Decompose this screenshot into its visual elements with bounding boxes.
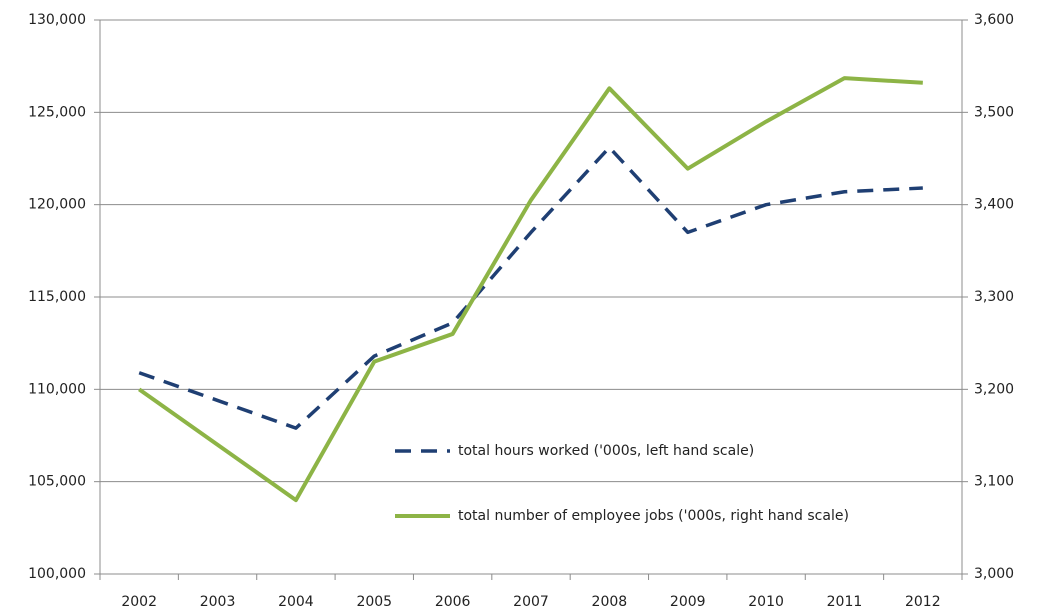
y-tick-label: 125,000	[28, 104, 86, 120]
x-tick-label: 2011	[827, 594, 863, 610]
y-tick-label: 100,000	[28, 566, 86, 582]
y2-tick-label: 3,000	[974, 566, 1014, 582]
y-tick-label: 110,000	[28, 381, 86, 397]
x-tick-label: 2006	[435, 594, 471, 610]
x-tick-label: 2008	[592, 594, 628, 610]
x-tick-label: 2010	[748, 594, 784, 610]
x-tick-label: 2003	[200, 594, 236, 610]
y-tick-label: 115,000	[28, 289, 86, 305]
y-tick-label: 130,000	[28, 12, 86, 28]
legend-label: total number of employee jobs ('000s, ri…	[458, 508, 849, 524]
x-tick-label: 2012	[905, 594, 941, 610]
y2-tick-label: 3,400	[974, 197, 1014, 213]
y2-tick-label: 3,600	[974, 12, 1014, 28]
legend-label: total hours worked ('000s, left hand sca…	[458, 443, 754, 459]
y-tick-label: 105,000	[28, 474, 86, 490]
y2-tick-label: 3,100	[974, 474, 1014, 490]
x-tick-label: 2004	[278, 594, 314, 610]
y2-tick-label: 3,200	[974, 381, 1014, 397]
x-tick-label: 2007	[513, 594, 549, 610]
x-tick-label: 2009	[670, 594, 706, 610]
y-tick-label: 120,000	[28, 197, 86, 213]
y2-tick-label: 3,300	[974, 289, 1014, 305]
series-line	[138, 145, 923, 430]
series-line	[138, 76, 923, 503]
x-tick-label: 2002	[121, 594, 157, 610]
x-tick-label: 2005	[356, 594, 392, 610]
y2-tick-label: 3,500	[974, 104, 1014, 120]
